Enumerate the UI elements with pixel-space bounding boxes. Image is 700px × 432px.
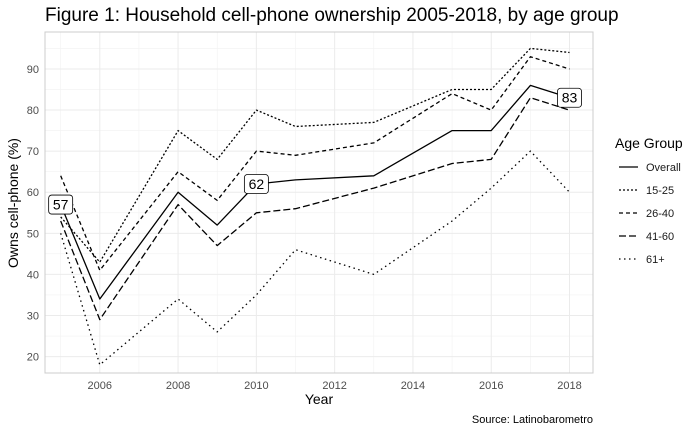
x-tick-label: 2012 <box>322 380 346 392</box>
y-axis-ticks: 20 30 40 50 60 70 80 90 <box>27 64 39 364</box>
x-tick-label: 2006 <box>88 380 112 392</box>
x-tick-label: 2014 <box>401 380 425 392</box>
legend-label: 41-60 <box>646 231 674 243</box>
series-layer <box>60 47 570 366</box>
y-tick-label: 50 <box>27 228 39 240</box>
legend-title: Age Group <box>615 135 683 151</box>
annotation-label: 57 <box>53 197 69 213</box>
x-tick-label: 2008 <box>166 380 190 392</box>
annotation-box <box>243 174 269 194</box>
series-line-61- <box>60 150 570 366</box>
caption: Source: Latinobarometro <box>472 414 593 426</box>
annotation-layer: 57 62 83 <box>48 87 582 215</box>
annotation-label: 62 <box>249 176 265 192</box>
y-tick-label: 40 <box>27 269 39 281</box>
chart-title: Figure 1: Household cell-phone ownership… <box>45 5 619 26</box>
series-line-26-40 <box>60 56 570 271</box>
series-line-15-25 <box>60 47 570 263</box>
annotation-label: 83 <box>562 90 578 106</box>
x-tick-label: 2016 <box>479 380 503 392</box>
x-tick-label: 2018 <box>557 380 581 392</box>
series-line-41-60 <box>60 97 570 321</box>
annotation-box <box>557 87 582 108</box>
x-axis-title: Year <box>305 391 334 407</box>
x-axis-ticks: 2006 2008 2010 2012 2014 2016 2018 <box>88 380 582 392</box>
x-tick-label: 2010 <box>244 380 268 392</box>
y-tick-label: 80 <box>27 105 39 117</box>
panel-border <box>44 31 594 374</box>
legend-label: 26-40 <box>646 208 674 220</box>
y-tick-label: 60 <box>27 187 39 199</box>
legend: Age Group Overall 15-25 26-40 41-60 61+ <box>615 135 683 266</box>
y-tick-label: 90 <box>27 64 39 76</box>
grid <box>45 32 593 373</box>
annotation-box <box>48 194 74 215</box>
y-axis-title: Owns cell-phone (%) <box>5 138 21 268</box>
legend-label: Overall <box>646 162 681 174</box>
series-line-overall <box>60 84 570 300</box>
y-tick-label: 20 <box>27 352 39 364</box>
legend-label: 61+ <box>646 254 665 266</box>
y-tick-label: 30 <box>27 310 39 322</box>
legend-label: 15-25 <box>646 185 674 197</box>
y-tick-label: 70 <box>27 146 39 158</box>
